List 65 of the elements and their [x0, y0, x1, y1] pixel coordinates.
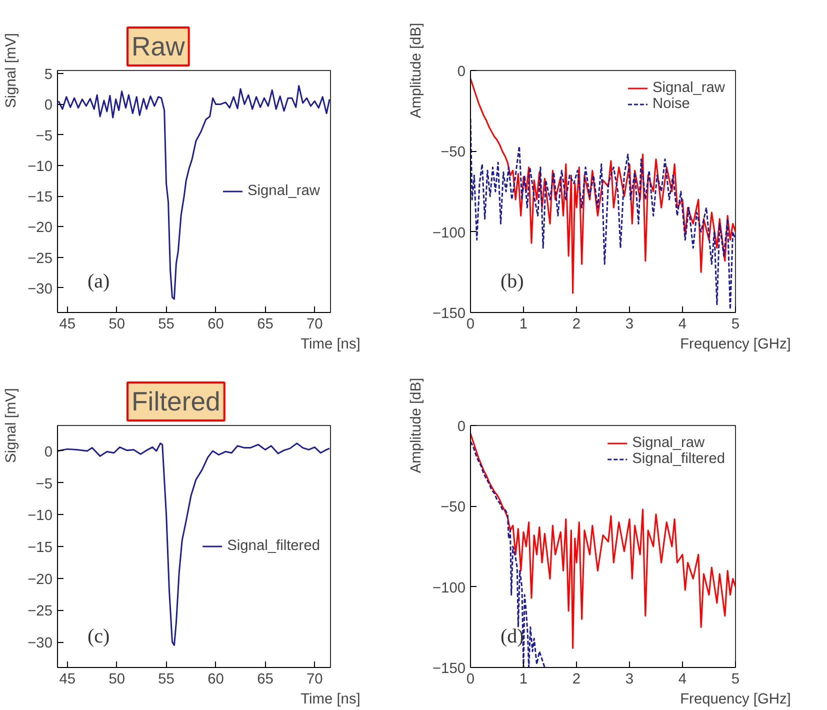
y-tick-label: −25: [28, 604, 53, 620]
y-tick-label: 5: [44, 67, 53, 84]
legend-label: Signal_raw: [247, 183, 320, 199]
x-tick-label: 3: [625, 672, 634, 688]
x-tick-label: 50: [108, 672, 126, 688]
x-tick-label: 65: [257, 672, 274, 688]
legend-label: Noise: [652, 96, 690, 112]
y-tick-label: −25: [28, 250, 53, 267]
y-tick-label: 0: [44, 444, 53, 460]
y-tick-label: −30: [28, 636, 53, 652]
x-axis-title: Time [ns]: [300, 336, 360, 352]
x-tick-label: 60: [208, 316, 224, 332]
chart-title: Raw: [132, 32, 186, 62]
x-tick-label: 2: [572, 672, 581, 688]
x-tick-label: 70: [306, 672, 323, 688]
y-tick-label: −15: [28, 190, 53, 206]
x-tick-label: 4: [678, 672, 687, 688]
annotation: (b): [500, 270, 524, 292]
annotation: (d): [500, 626, 524, 648]
x-tick-label: 65: [257, 316, 274, 332]
y-tick-label: −10: [28, 158, 53, 175]
y-tick-label: −20: [28, 220, 53, 236]
x-tick-label: 45: [59, 316, 76, 332]
y-tick-label: −15: [28, 540, 53, 556]
y-tick-label: −100: [432, 580, 466, 596]
y-tick-label: −20: [28, 572, 53, 588]
y-tick-label: −5: [36, 476, 53, 492]
x-tick-label: 2: [572, 316, 581, 332]
x-tick-label: 4: [678, 316, 687, 332]
x-tick-label: 60: [208, 672, 224, 688]
y-tick-label: −100: [432, 225, 466, 242]
y-tick-label: −150: [432, 661, 466, 677]
chart-title: Filtered: [132, 386, 220, 416]
annotation: (a): [88, 270, 110, 292]
y-tick-label: 0: [457, 64, 466, 80]
x-axis-title: Frequency [GHz]: [680, 336, 791, 352]
x-tick-label: 45: [59, 672, 76, 688]
y-tick-label: −50: [440, 144, 466, 161]
x-tick-label: 1: [519, 316, 528, 332]
x-tick-label: 1: [519, 672, 528, 688]
y-tick-label: 0: [457, 419, 466, 435]
y-axis-title: Amplitude [dB]: [408, 378, 424, 474]
x-tick-label: 3: [625, 316, 634, 332]
x-axis-title: Time [ns]: [300, 692, 360, 708]
y-axis-title: Amplitude [dB]: [408, 22, 424, 118]
legend-label: Signal_filtered: [632, 451, 725, 467]
x-tick-label: 5: [731, 316, 740, 332]
x-axis-title: Frequency [GHz]: [680, 692, 791, 708]
x-tick-label: 50: [108, 316, 126, 332]
y-tick-label: −50: [440, 500, 466, 516]
y-tick-label: 0: [44, 98, 53, 114]
legend-label: Signal_filtered: [227, 538, 320, 554]
x-tick-label: 55: [158, 672, 174, 688]
y-tick-label: −10: [28, 508, 53, 524]
y-axis-title: Signal [mV]: [4, 388, 20, 463]
legend-label: Signal_raw: [632, 435, 705, 451]
annotation: (c): [88, 626, 110, 648]
y-tick-label: −5: [36, 128, 53, 144]
x-tick-label: 55: [158, 316, 174, 332]
legend-label: Signal_raw: [652, 80, 725, 96]
x-tick-label: 70: [306, 316, 323, 332]
y-tick-label: −30: [28, 281, 53, 298]
y-tick-label: −150: [432, 306, 466, 322]
x-tick-label: 5: [731, 672, 740, 688]
y-axis-title: Signal [mV]: [4, 33, 20, 108]
